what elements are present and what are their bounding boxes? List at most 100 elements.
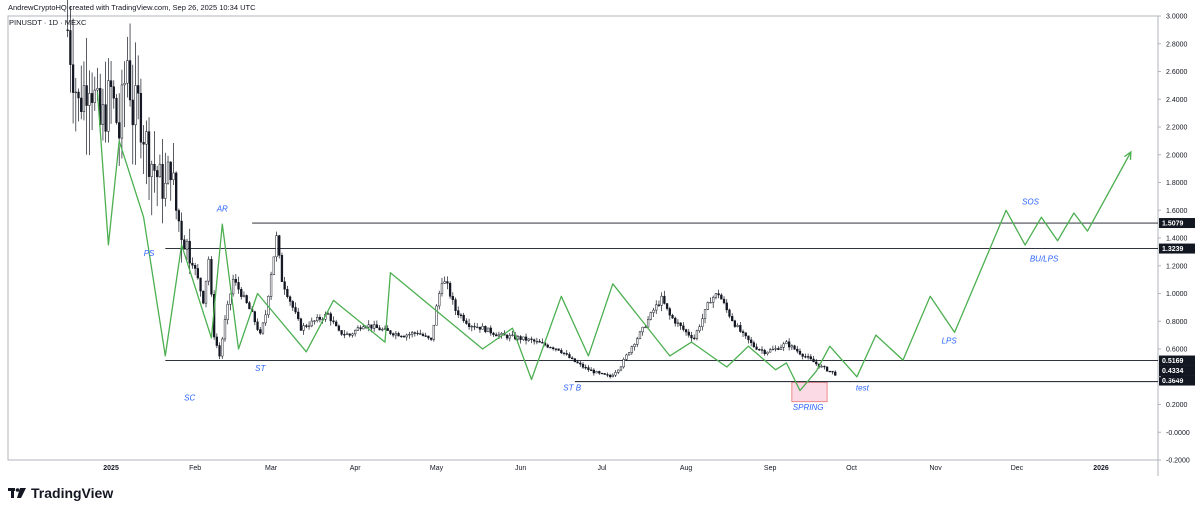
y-tick-label: -0.0000	[1166, 430, 1190, 437]
candle-body	[329, 313, 332, 322]
y-tick-label: 1.2000	[1166, 263, 1188, 270]
candle-body	[305, 325, 308, 327]
level-price-badge	[1159, 218, 1195, 229]
candle-body	[80, 97, 83, 112]
candle-body	[768, 349, 772, 353]
candle-body	[183, 239, 186, 250]
candle-body	[318, 317, 322, 320]
candle-body	[77, 91, 80, 99]
candle-body	[758, 349, 761, 351]
candle-body	[684, 329, 688, 333]
candle-body	[413, 332, 416, 334]
candle-body	[400, 335, 403, 338]
wyckoff-label: SC	[184, 393, 195, 402]
candle-body	[131, 99, 134, 126]
candle-body	[535, 340, 539, 343]
candle-body	[796, 348, 799, 352]
x-tick-label: 2025	[103, 465, 119, 472]
candle-body	[771, 348, 775, 351]
candle-body	[335, 321, 338, 327]
candle-body	[655, 304, 658, 311]
candle-body	[256, 321, 259, 330]
candle-body	[166, 161, 170, 184]
candle-body	[427, 335, 430, 339]
candle-body	[196, 268, 200, 279]
candle-body	[739, 325, 742, 332]
candle-body	[299, 318, 303, 331]
candle-body	[747, 335, 750, 341]
y-tick-label: 1.8000	[1166, 180, 1188, 187]
candle-body	[169, 161, 172, 181]
candle-body	[625, 354, 628, 360]
candle-body	[579, 362, 582, 365]
candle-body	[687, 331, 690, 336]
candle-body	[242, 295, 246, 297]
candle-body	[307, 325, 311, 327]
candle-body	[470, 325, 473, 328]
candle-body	[606, 374, 609, 376]
candle-body	[90, 93, 94, 103]
candle-body	[231, 278, 235, 295]
candle-body	[188, 240, 191, 264]
candle-body	[416, 332, 419, 335]
candle-body	[486, 327, 490, 333]
candle-body	[725, 302, 728, 311]
candle-body	[671, 314, 674, 319]
candle-body	[760, 349, 764, 351]
candle-body	[649, 312, 652, 320]
candle-body	[538, 340, 541, 343]
level-price-badge-label: 1.3239	[1162, 246, 1184, 253]
candle-body	[291, 301, 294, 308]
candle-body	[96, 88, 99, 91]
y-tick-label: 1.4000	[1166, 236, 1188, 243]
candle-body	[264, 314, 267, 324]
symbol-legend[interactable]: PINUSDT · 1D · MEXC	[9, 18, 87, 27]
candle-body	[112, 86, 115, 99]
candle-body	[71, 64, 75, 93]
candle-body	[297, 311, 300, 320]
candle-body	[554, 348, 558, 350]
candle-body	[530, 338, 533, 340]
candle-body	[221, 338, 224, 357]
wyckoff-label: BU/LPS	[1030, 255, 1059, 264]
candle-body	[573, 358, 577, 363]
candle-body	[359, 327, 362, 330]
tradingview-logo[interactable]: TradingView	[8, 485, 113, 501]
candle-body	[622, 359, 625, 368]
candle-body	[806, 356, 810, 358]
candle-body	[630, 346, 633, 353]
wyckoff-label: ST	[255, 364, 266, 373]
projection-arrow-head	[1123, 150, 1132, 160]
candle-body	[731, 316, 734, 322]
candle-body	[248, 302, 251, 310]
candle-body	[600, 372, 604, 375]
candle-body	[752, 342, 756, 348]
candle-body	[310, 320, 313, 327]
candle-body	[728, 309, 731, 317]
tradingview-logo-text: TradingView	[31, 485, 114, 501]
wyckoff-projection-path	[96, 92, 1132, 392]
candle-body	[421, 333, 425, 336]
candle-body	[435, 305, 438, 326]
candle-body	[459, 314, 463, 316]
y-tick-label: 0.8000	[1166, 319, 1188, 326]
candle-body	[207, 259, 210, 282]
candle-body	[584, 366, 587, 369]
x-tick-label: May	[430, 465, 444, 472]
candle-body	[709, 302, 712, 304]
candle-body	[351, 333, 354, 336]
candle-body	[695, 330, 699, 339]
candle-body	[815, 361, 818, 365]
candle-body	[823, 365, 826, 368]
candle-body	[74, 91, 77, 94]
candle-body	[115, 97, 118, 123]
candle-body	[706, 302, 709, 310]
candle-body	[454, 299, 457, 311]
candle-body	[440, 283, 444, 294]
candle-body	[269, 274, 273, 297]
x-tick-label: Nov	[929, 465, 942, 472]
candle-body	[375, 324, 379, 329]
candle-body	[424, 335, 427, 337]
wyckoff-label: AR	[216, 205, 228, 214]
